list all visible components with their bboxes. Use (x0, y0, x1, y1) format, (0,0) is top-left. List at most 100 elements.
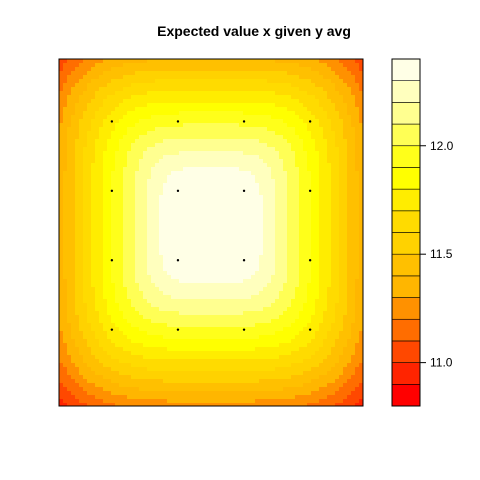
contour-cell (139, 231, 144, 236)
contour-cell (87, 163, 92, 168)
contour-cell (147, 267, 152, 272)
contour-cell (343, 95, 348, 100)
contour-cell (163, 211, 168, 216)
contour-cell (95, 267, 100, 272)
contour-cell (243, 107, 248, 112)
contour-cell (211, 243, 216, 248)
contour-cell (199, 111, 204, 116)
contour-cell (143, 275, 148, 280)
contour-cell (287, 147, 292, 152)
contour-cell (327, 243, 332, 248)
contour-cell (179, 279, 184, 284)
contour-cell (335, 271, 340, 276)
contour-cell (147, 219, 152, 224)
contour-cell (103, 271, 108, 276)
contour-cell (95, 195, 100, 200)
contour-cell (167, 83, 172, 88)
contour-cell (307, 75, 312, 80)
contour-cell (99, 255, 104, 260)
contour-cell (131, 115, 136, 120)
contour-cell (139, 239, 144, 244)
contour-cell (83, 167, 88, 172)
contour-cell (247, 251, 252, 256)
contour-cell (115, 243, 120, 248)
contour-cell (271, 131, 276, 136)
contour-cell (83, 303, 88, 308)
contour-cell (239, 107, 244, 112)
contour-cell (307, 199, 312, 204)
contour-cell (299, 259, 304, 264)
contour-cell (127, 195, 132, 200)
contour-cell (275, 59, 280, 64)
contour-cell (303, 171, 308, 176)
contour-cell (215, 71, 220, 76)
contour-cell (243, 83, 248, 88)
contour-cell (83, 211, 88, 216)
contour-cell (107, 191, 112, 196)
contour-cell (63, 143, 68, 148)
contour-cell (323, 75, 328, 80)
contour-cell (179, 59, 184, 64)
contour-cell (335, 151, 340, 156)
contour-cell (347, 103, 352, 108)
contour-cell (223, 311, 228, 316)
contour-cell (207, 275, 212, 280)
contour-cell (343, 87, 348, 92)
contour-cell (347, 243, 352, 248)
contour-cell (155, 179, 160, 184)
contour-cell (343, 239, 348, 244)
contour-cell (331, 315, 336, 320)
contour-cell (247, 195, 252, 200)
contour-cell (327, 159, 332, 164)
contour-cell (195, 91, 200, 96)
contour-cell (99, 171, 104, 176)
contour-cell (155, 315, 160, 320)
contour-cell (247, 271, 252, 276)
contour-cell (67, 203, 72, 208)
contour-cell (263, 171, 268, 176)
contour-cell (303, 159, 308, 164)
contour-cell (351, 235, 356, 240)
contour-cell (307, 271, 312, 276)
contour-cell (327, 143, 332, 148)
contour-cell (203, 247, 208, 252)
contour-cell (299, 147, 304, 152)
contour-cell (107, 235, 112, 240)
contour-cell (223, 111, 228, 116)
contour-cell (219, 67, 224, 72)
contour-cell (159, 95, 164, 100)
contour-cell (131, 203, 136, 208)
contour-cell (235, 151, 240, 156)
contour-cell (327, 215, 332, 220)
contour-cell (167, 279, 172, 284)
contour-cell (107, 143, 112, 148)
contour-cell (331, 59, 336, 64)
contour-cell (347, 279, 352, 284)
contour-cell (147, 319, 152, 324)
contour-cell (59, 211, 64, 216)
contour-cell (223, 59, 228, 64)
contour-cell (75, 111, 80, 116)
contour-cell (95, 67, 100, 72)
contour-cell (191, 107, 196, 112)
contour-cell (139, 315, 144, 320)
contour-cell (339, 67, 344, 72)
contour-cell (255, 171, 260, 176)
contour-cell (171, 195, 176, 200)
contour-cell (295, 315, 300, 320)
contour-cell (139, 283, 144, 288)
contour-cell (199, 59, 204, 64)
contour-cell (315, 243, 320, 248)
contour-cell (283, 199, 288, 204)
contour-cell (291, 307, 296, 312)
contour-cell (143, 71, 148, 76)
contour-cell (139, 311, 144, 316)
contour-cell (203, 175, 208, 180)
contour-cell (123, 319, 128, 324)
contour-cell (143, 115, 148, 120)
contour-cell (347, 71, 352, 76)
contour-cell (291, 119, 296, 124)
contour-cell (251, 211, 256, 216)
contour-cell (235, 143, 240, 148)
contour-cell (135, 159, 140, 164)
